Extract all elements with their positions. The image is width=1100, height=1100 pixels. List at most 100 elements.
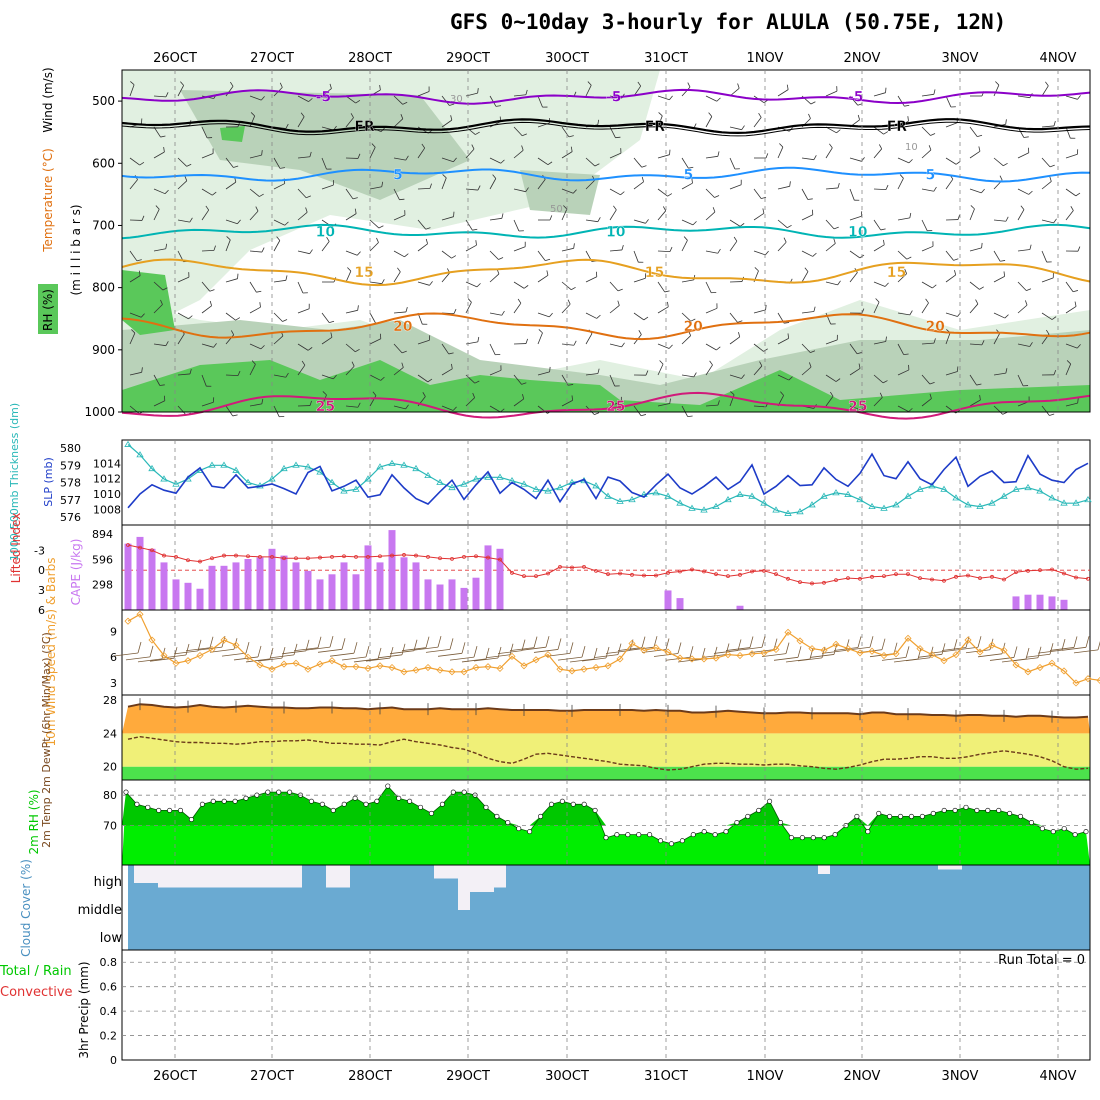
contour-label: 5 [925, 167, 935, 183]
wind-barb-flag [261, 150, 263, 156]
wind-barb [921, 342, 934, 345]
li-point [990, 574, 994, 579]
precip-total-label: Total / Rain [0, 964, 72, 979]
wind-barb-flag [730, 391, 735, 396]
precip-tick: 0.2 [100, 1030, 118, 1043]
wind10m-barb-flag [785, 642, 790, 654]
wind-barb [537, 157, 549, 166]
cape-bar [1012, 596, 1020, 610]
wind-speed-point [232, 641, 240, 649]
wind-barb-flag [567, 299, 571, 305]
thickness-point [520, 480, 528, 487]
thickness-point [220, 461, 228, 468]
wind-speed-point [580, 665, 588, 673]
wind-barb-flag [138, 270, 141, 276]
wind-barb-flag [405, 155, 409, 161]
wind-barb-flag [372, 391, 377, 396]
wind-speed-point [196, 651, 204, 660]
wind-speed-point [736, 651, 744, 660]
wind-speed-point [472, 663, 480, 672]
li-point [522, 574, 526, 579]
wind-barb-flag [371, 143, 376, 148]
wind-barb-flag [617, 288, 623, 292]
wind-barb [825, 312, 832, 325]
wind-speed-point [376, 662, 384, 670]
wind-barb [705, 188, 715, 198]
wind-barb [825, 339, 838, 345]
li-point [630, 572, 634, 577]
thickness-point [388, 459, 396, 466]
li-point [1062, 571, 1066, 576]
li-point [1074, 575, 1078, 580]
wind-barb [177, 405, 187, 416]
li-point [858, 576, 862, 581]
wind10m-barb-flag [593, 647, 598, 660]
cloud-gap [326, 865, 338, 888]
wind-barb-flag [162, 287, 168, 291]
wind-barb [513, 398, 524, 407]
wind-barb [153, 248, 166, 252]
wind-barb-flag [226, 236, 231, 241]
wind-barb-flag [159, 384, 165, 386]
cloud-level-label: middle [78, 903, 122, 918]
wind-barb [177, 157, 187, 167]
wind-barb-flag [975, 299, 979, 305]
wind-speed-point [604, 662, 612, 670]
wind-barb [825, 90, 838, 97]
thickness-point [340, 487, 348, 494]
wind10m-barb-flag [569, 642, 574, 654]
thickness-point [940, 485, 948, 492]
rh-label: 50 [550, 204, 563, 215]
thickness-point [268, 475, 276, 482]
wind-barb [201, 188, 213, 196]
li-point [918, 576, 922, 581]
wind10m-barb-flag [473, 645, 478, 658]
wind-barb-flag [155, 205, 160, 210]
wind-barb [897, 157, 910, 164]
wind-barb-flag [160, 135, 166, 138]
wind-barb [201, 126, 208, 139]
li-point [486, 555, 490, 560]
wind10m-barb [1037, 649, 1063, 654]
rh-point [559, 798, 565, 804]
wind10m-barb [173, 650, 199, 655]
li-tick: 0 [38, 564, 45, 577]
wind-barb-flag [309, 151, 312, 157]
wind10m-barb-flag [365, 645, 370, 658]
wind-speed-point [412, 666, 420, 674]
wind-barb [681, 157, 689, 169]
wind10m-barb-flag [1085, 636, 1090, 648]
wind10m-barb-flag [857, 636, 862, 648]
li-point [342, 554, 346, 559]
wind-barb-flag [613, 205, 617, 211]
time-label-bottom: 30OCT [545, 1069, 589, 1084]
wind-barb-flag [787, 333, 789, 339]
thickness-point [352, 485, 360, 492]
wind-barb-flag [347, 267, 352, 272]
wind-barb [729, 336, 740, 345]
wind-barb [321, 88, 332, 97]
wind-barb-flag [453, 308, 457, 314]
cape-bar [280, 555, 288, 610]
wind-barb [657, 306, 669, 314]
wind-barb-flag [741, 125, 745, 130]
wind-barb-flag [400, 114, 404, 119]
cape-bar [316, 579, 324, 610]
cloud-gap [818, 865, 830, 874]
cape-bar [400, 557, 408, 610]
wind-barb [1017, 281, 1027, 291]
wind-barb-flag [1020, 205, 1025, 210]
wind-barb-flag [788, 376, 793, 381]
wind-barb [393, 188, 400, 200]
wind-barb-flag [1024, 300, 1028, 306]
wind-barb [729, 374, 742, 379]
wind-barb [513, 246, 526, 252]
wind-barb [1065, 95, 1078, 100]
thickness-point [988, 499, 996, 506]
wind-barb [561, 208, 568, 221]
wind-barb-flag [1072, 290, 1078, 293]
li-point [690, 567, 694, 572]
rh-point [1072, 832, 1078, 838]
wind10m-barb-flag [833, 643, 838, 655]
wind-barb-flag [259, 302, 261, 308]
